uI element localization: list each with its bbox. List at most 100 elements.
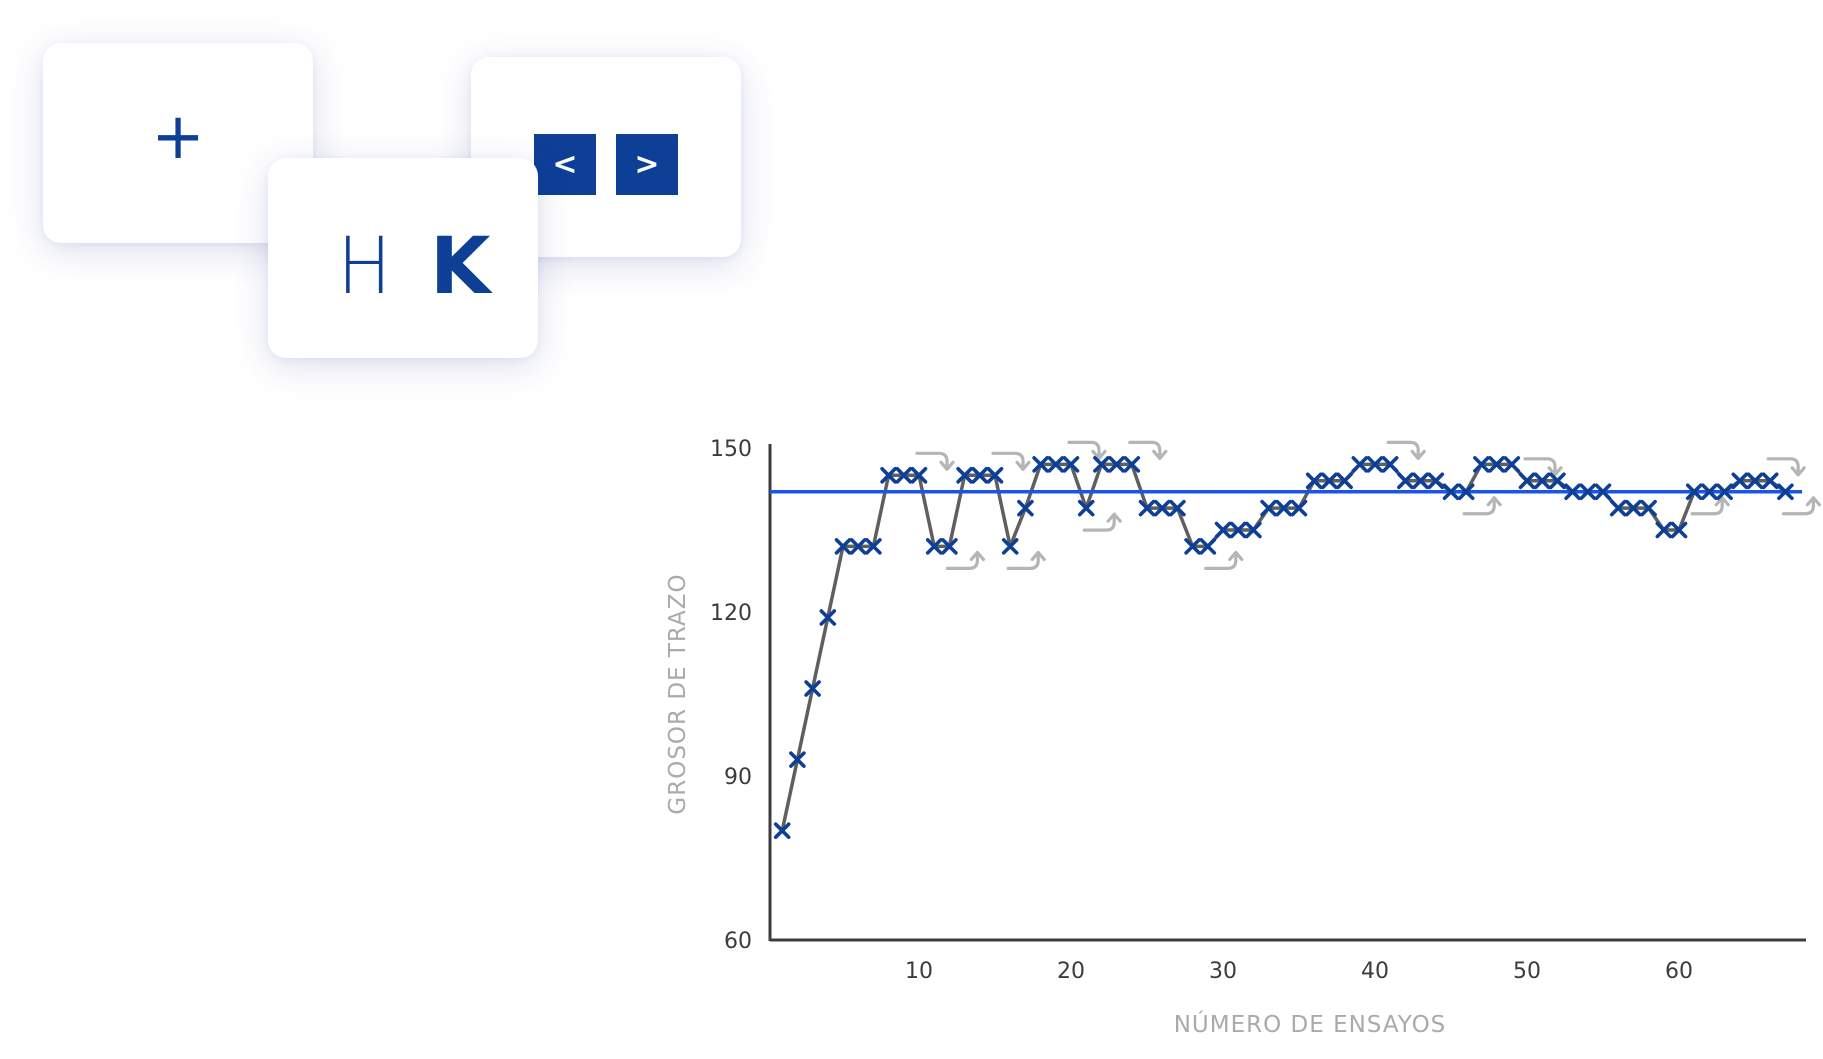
trial-marker bbox=[773, 822, 791, 839]
trial-marker bbox=[941, 538, 958, 555]
trial-marker bbox=[971, 467, 989, 484]
trial-marker bbox=[1245, 521, 1262, 539]
direction-change-arrow-icon bbox=[1082, 512, 1122, 532]
trial-marker bbox=[865, 538, 882, 555]
trial-marker bbox=[1670, 521, 1688, 539]
trial-marker bbox=[1108, 456, 1125, 473]
trial-marker bbox=[1397, 472, 1414, 490]
trial-marker bbox=[1214, 521, 1232, 539]
trial-marker bbox=[986, 467, 1004, 484]
direction-change-arrow-icon bbox=[1006, 550, 1046, 570]
direction-change-arrow-icon bbox=[1523, 457, 1563, 477]
trial-marker bbox=[1153, 499, 1171, 517]
trial-marker bbox=[1412, 472, 1429, 490]
x-tick-label: 10 bbox=[905, 959, 933, 984]
trial-marker bbox=[1351, 456, 1369, 473]
trial-marker bbox=[910, 467, 928, 484]
y-tick-label: 90 bbox=[724, 765, 752, 790]
trial-marker bbox=[895, 467, 913, 484]
x-tick-labels: 10 20 30 40 50 60 bbox=[905, 959, 1693, 984]
stroke-thickness-trace bbox=[780, 462, 1787, 832]
y-tick-label: 150 bbox=[710, 437, 752, 462]
trial-marker bbox=[1169, 499, 1186, 517]
trial-marker bbox=[1640, 499, 1657, 517]
response-keys-card: < > bbox=[471, 57, 741, 257]
trial-marker bbox=[1290, 499, 1308, 517]
trial-marker bbox=[1625, 499, 1642, 517]
trial-marker bbox=[1655, 521, 1673, 539]
trial-marker bbox=[1321, 472, 1338, 490]
trial-marker bbox=[1731, 472, 1749, 490]
trial-marker bbox=[1305, 472, 1323, 490]
x-axis-title: NÚMERO DE ENSAYOS bbox=[1174, 1010, 1447, 1038]
trial-marker bbox=[1260, 499, 1277, 517]
fixation-card: + bbox=[43, 43, 313, 243]
trial-marker bbox=[1746, 472, 1764, 490]
direction-arrows bbox=[915, 440, 1821, 570]
trial-marker bbox=[1579, 483, 1597, 501]
trial-marker bbox=[1716, 483, 1733, 501]
trial-marker bbox=[819, 609, 837, 626]
trial-marker bbox=[1275, 499, 1293, 517]
direction-change-arrow-icon bbox=[991, 451, 1031, 471]
trial-marker bbox=[1685, 483, 1703, 501]
trial-marker bbox=[1427, 472, 1445, 490]
trial-marker bbox=[1457, 483, 1475, 501]
x-tick-label: 50 bbox=[1513, 959, 1541, 984]
direction-change-arrow-icon bbox=[1204, 550, 1244, 570]
trial-marker bbox=[1123, 456, 1141, 473]
trial-marker bbox=[1138, 499, 1156, 517]
direction-change-arrow-icon bbox=[1386, 440, 1426, 460]
trial-marker bbox=[1533, 472, 1551, 490]
bold-letter-stimulus: K bbox=[430, 222, 491, 312]
trial-marker bbox=[804, 680, 821, 697]
trial-marker bbox=[849, 538, 867, 555]
thin-letter-stimulus: H bbox=[337, 222, 392, 312]
trial-marker bbox=[1366, 456, 1384, 473]
trial-marker bbox=[1518, 472, 1536, 490]
trial-marker bbox=[1761, 472, 1779, 490]
direction-change-arrow-icon bbox=[915, 451, 955, 471]
trial-marker bbox=[834, 538, 852, 555]
x-tick-label: 60 bbox=[1665, 959, 1693, 984]
trial-marker bbox=[1473, 456, 1490, 473]
trial-marker bbox=[1609, 499, 1627, 517]
right-key-button[interactable]: > bbox=[616, 134, 678, 195]
direction-change-arrow-icon bbox=[1128, 440, 1168, 460]
trial-marker bbox=[1442, 483, 1460, 501]
left-key-button[interactable]: < bbox=[534, 134, 596, 195]
y-tick-labels: 60 90 120 150 bbox=[710, 437, 752, 954]
trial-marker bbox=[789, 751, 806, 768]
trial-marker bbox=[1229, 521, 1247, 539]
trial-marker bbox=[1594, 483, 1612, 501]
trial-marker bbox=[1093, 456, 1110, 473]
trial-marker bbox=[956, 467, 973, 484]
x-tick-label: 30 bbox=[1209, 959, 1237, 984]
trial-marker bbox=[1184, 538, 1201, 555]
trial-marker bbox=[1777, 483, 1794, 501]
trial-marker bbox=[1381, 456, 1399, 473]
direction-change-arrow-icon bbox=[1781, 496, 1821, 516]
trial-marker bbox=[1017, 499, 1034, 517]
trial-marker bbox=[1701, 483, 1718, 501]
direction-change-arrow-icon bbox=[1067, 440, 1107, 460]
trial-marker bbox=[1032, 456, 1049, 473]
trial-marker bbox=[1549, 472, 1566, 490]
direction-change-arrow-icon bbox=[1766, 457, 1806, 477]
trial-marker bbox=[1564, 483, 1581, 501]
trial-marker bbox=[880, 467, 897, 484]
trial-marker bbox=[1488, 456, 1505, 473]
trial-marker bbox=[1077, 499, 1095, 517]
direction-change-arrow-icon bbox=[945, 550, 985, 570]
trial-marker bbox=[1336, 472, 1353, 490]
letter-stimulus-card: H K bbox=[268, 158, 538, 358]
y-tick-label: 120 bbox=[710, 601, 752, 626]
direction-change-arrow-icon bbox=[1462, 496, 1502, 516]
fixation-cross-icon: + bbox=[151, 100, 205, 174]
direction-change-arrow-icon bbox=[1690, 496, 1730, 516]
trial-marker bbox=[925, 538, 943, 555]
trial-marker bbox=[1047, 456, 1065, 473]
x-tick-label: 20 bbox=[1057, 959, 1085, 984]
y-axis-title: GROSOR DE TRAZO bbox=[665, 573, 691, 814]
